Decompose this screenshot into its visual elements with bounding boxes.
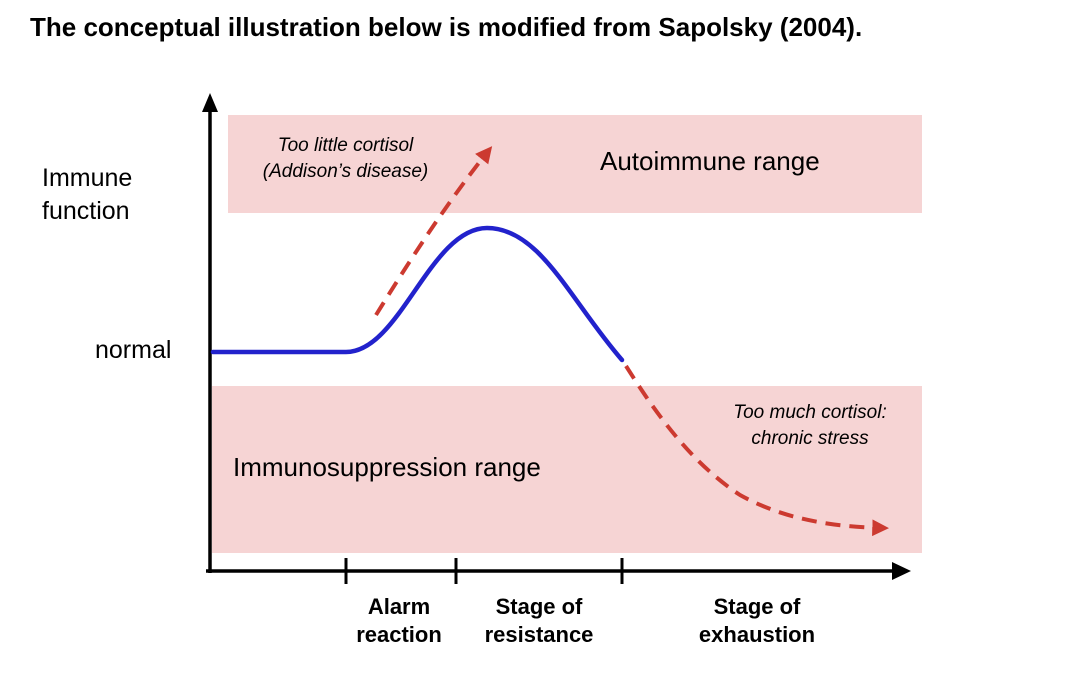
immunosuppression-band (212, 386, 922, 553)
stage-label-alarm-reaction: Alarm reaction (356, 594, 442, 647)
too-little-cortisol-note: Too little cortisol (Addison’s disease) (262, 135, 429, 182)
autoimmune-band (228, 115, 922, 213)
y-axis-label: Immune function (42, 164, 133, 225)
normal-level-label: normal (95, 336, 172, 364)
x-axis-arrowhead-icon (892, 562, 911, 580)
red-falling-dashed-arrow (624, 364, 890, 537)
blue-immune-curve (210, 225, 625, 363)
red-rising-dashed-arrow (374, 146, 493, 317)
y-axis-arrowhead-icon (202, 93, 218, 112)
autoimmune-range-label: Autoimmune range (600, 146, 820, 176)
too-much-cortisol-note: Too much cortisol: chronic stress (733, 402, 887, 449)
stage-label-stage-of-exhaustion: Stage of exhaustion (698, 594, 816, 647)
stage-label-stage-of-resistance: Stage of resistance (484, 594, 594, 647)
page-title: The conceptual illustration below is mod… (30, 12, 863, 42)
immunosuppression-range-label: Immunosuppression range (233, 452, 541, 482)
